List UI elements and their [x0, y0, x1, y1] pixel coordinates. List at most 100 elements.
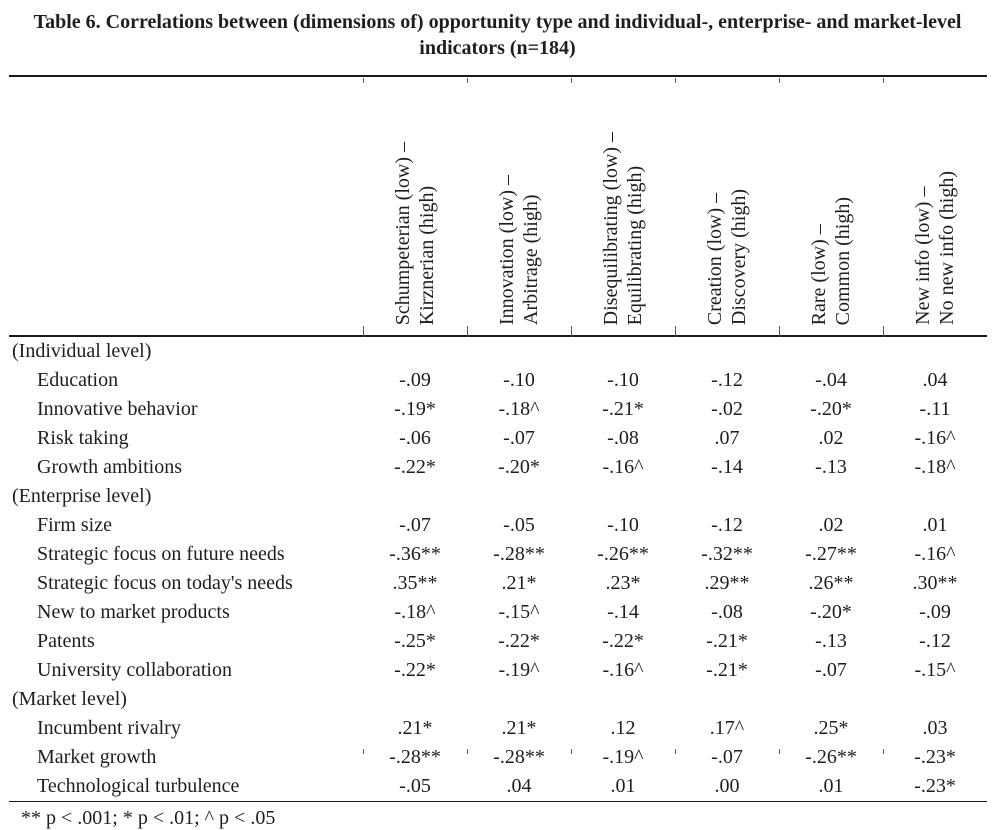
row-label: Risk taking: [37, 427, 129, 449]
column-header: Innovation (low) – Arbitrage (high): [467, 76, 571, 337]
table-title: Table 6. Correlations between (dimension…: [33, 11, 962, 59]
column-boundary-tick: [779, 326, 780, 337]
correlation-value: [571, 685, 675, 714]
correlation-value: -.07: [815, 659, 847, 681]
correlation-value: .21*: [501, 717, 537, 739]
correlation-value: .02: [818, 514, 844, 536]
correlation-value: .17^: [709, 717, 745, 739]
correlation-value: -.32**: [701, 543, 753, 565]
column-boundary-tick: [675, 749, 676, 754]
table-row: Incumbent rivalry .21* .21* .12 .17^ .25* .03: [9, 714, 987, 743]
column-header: Schumpeterian (low) – Kirznerian (high): [363, 76, 467, 337]
correlation-value: .23*: [605, 572, 641, 594]
table-row: University collaboration -.22* -.19^ -.16^…: [9, 656, 987, 685]
column-boundary-tick: [675, 326, 676, 337]
correlation-value: [675, 482, 779, 511]
correlation-value: -.19*: [394, 398, 436, 420]
table-row: Innovative behavior -.19* -.18^ -.21* -.02 -…: [9, 395, 987, 424]
table-row: (Market level): [9, 685, 987, 714]
header-spacer: [9, 76, 363, 337]
correlation-value: [571, 336, 675, 366]
correlation-value: [779, 336, 883, 366]
correlation-value: -.13: [815, 456, 847, 478]
row-label: (Market level): [12, 688, 127, 710]
correlation-value: .03: [922, 717, 948, 739]
correlation-value: -.07: [399, 514, 431, 536]
column-header: Disequilibrating (low) – Equilibrating (…: [571, 76, 675, 337]
correlation-value: -.22*: [394, 659, 436, 681]
correlation-value: -.22*: [602, 630, 644, 652]
table-row: Strategic focus on future needs -.36** -.…: [9, 540, 987, 569]
correlation-value: [571, 482, 675, 511]
row-label: Firm size: [37, 514, 112, 536]
column-header: Rare (low) – Common (high): [779, 76, 883, 337]
correlation-value: -.09: [399, 369, 431, 391]
column-header-label: Innovation (low) – Arbitrage (high): [496, 175, 542, 325]
correlation-value: [467, 685, 571, 714]
column-boundary-tick: [363, 78, 364, 83]
correlation-table: Schumpeterian (low) – Kirznerian (high) …: [9, 75, 987, 802]
column-boundary-tick: [467, 749, 468, 754]
correlation-value: -.09: [919, 601, 951, 623]
correlation-value: -.10: [503, 369, 535, 391]
correlation-value: -.36**: [389, 543, 441, 565]
correlation-value: .12: [610, 717, 636, 739]
column-header-label: Schumpeterian (low) – Kirznerian (high): [392, 141, 438, 325]
correlation-value: -.15^: [498, 601, 540, 623]
correlation-value: -.25*: [394, 630, 436, 652]
table-row: Market growth -.28** -.28** -.19^ -.07 -.26*…: [9, 743, 987, 772]
correlation-value: -.10: [607, 369, 639, 391]
correlation-value: -.26**: [805, 746, 857, 768]
row-label: Innovative behavior: [37, 398, 198, 420]
correlation-value: .30**: [912, 572, 958, 594]
correlation-value: [363, 482, 467, 511]
row-label: Patents: [37, 630, 95, 652]
table-row: Risk taking -.06 -.07 -.08 .07 .02 -.16^: [9, 424, 987, 453]
correlation-value: -.02: [711, 398, 743, 420]
correlation-value: -.20*: [498, 456, 540, 478]
row-label: Strategic focus on future needs: [37, 543, 285, 565]
correlation-value: [363, 685, 467, 714]
column-boundary-tick: [363, 326, 364, 337]
column-header: Creation (low) – Discovery (high): [675, 76, 779, 337]
column-boundary-tick: [883, 749, 884, 754]
correlation-value: -.28**: [493, 543, 545, 565]
column-header-label: Creation (low) – Discovery (high): [704, 188, 750, 325]
correlation-value: [883, 482, 987, 511]
correlation-value: -.22*: [498, 630, 540, 652]
correlation-value: [675, 685, 779, 714]
correlation-value: -.16^: [602, 456, 644, 478]
table-row: New to market products -.18^ -.15^ -.14 -.0…: [9, 598, 987, 627]
correlation-value: -.04: [815, 369, 847, 391]
correlation-value: .26**: [808, 572, 854, 594]
row-label: New to market products: [37, 601, 230, 623]
correlation-value: -.21*: [706, 659, 748, 681]
correlation-value: -.16^: [602, 659, 644, 681]
correlation-value: .35**: [392, 572, 438, 594]
row-label: Growth ambitions: [37, 456, 182, 478]
row-label: Education: [37, 369, 119, 391]
correlation-value: .21*: [501, 572, 537, 594]
table-row: Patents -.25* -.22* -.22* -.21* -.13 -.12: [9, 627, 987, 656]
correlation-value: .21*: [397, 717, 433, 739]
column-boundary-tick: [779, 749, 780, 754]
correlation-value: .04: [922, 369, 948, 391]
row-label: Market growth: [37, 746, 157, 768]
column-boundary-tick: [363, 749, 364, 754]
correlation-value: [363, 336, 467, 366]
column-boundary-tick: [467, 326, 468, 337]
paper-page: { "title": "Table 6. Correlations betwee…: [9, 11, 987, 829]
correlation-value: -.20*: [810, 398, 852, 420]
correlation-value: [779, 482, 883, 511]
correlation-value: -.19^: [498, 659, 540, 681]
correlation-value: -.21*: [602, 398, 644, 420]
correlation-value: -.16^: [914, 427, 956, 449]
correlation-value: -.15^: [914, 659, 956, 681]
correlation-value: -.21*: [706, 630, 748, 652]
column-boundary-tick: [571, 749, 572, 754]
correlation-value: -.18^: [498, 398, 540, 420]
table-row: Growth ambitions -.22* -.20* -.16^ -.14 -.13…: [9, 453, 987, 482]
correlation-value: -.12: [711, 514, 743, 536]
row-label: Incumbent rivalry: [37, 717, 181, 739]
table-row: Education -.09 -.10 -.10 -.12 -.04 .04: [9, 366, 987, 395]
